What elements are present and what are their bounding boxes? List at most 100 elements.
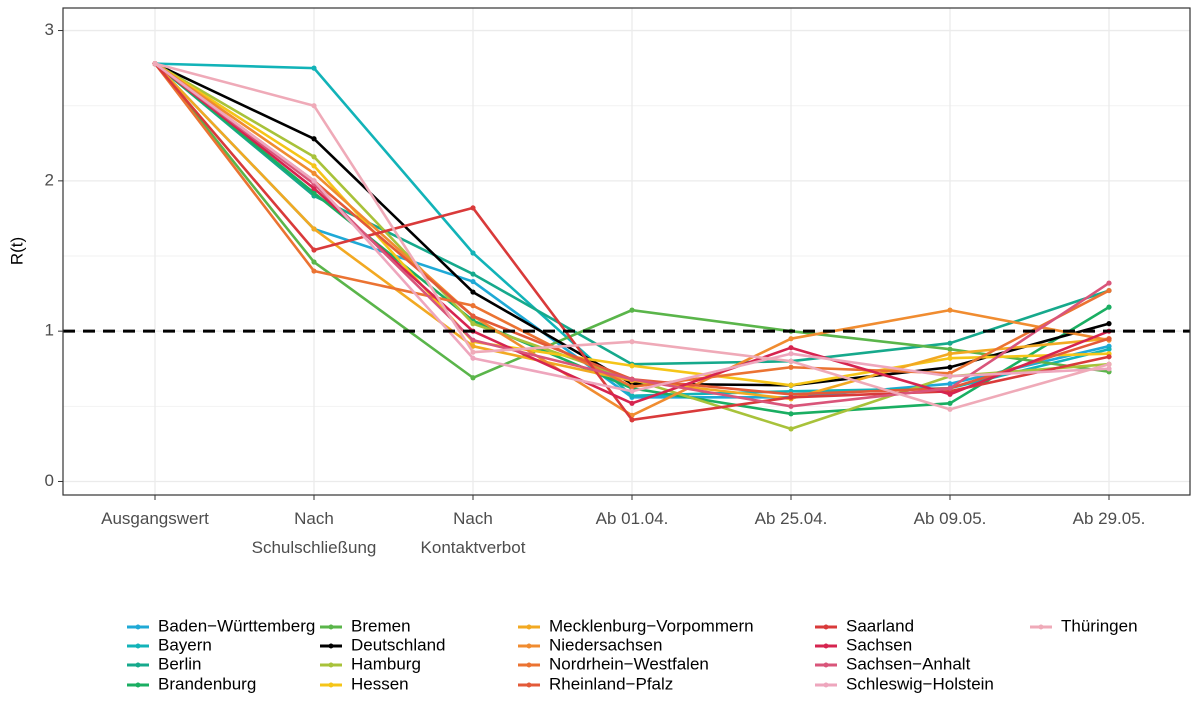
- legend-label: Berlin: [158, 654, 201, 673]
- point: [947, 355, 953, 361]
- point: [1106, 304, 1112, 310]
- x-tick-label-line: Nach: [294, 509, 334, 528]
- point: [470, 355, 476, 361]
- y-tick-label: 3: [45, 20, 54, 39]
- point: [788, 394, 794, 400]
- legend-label: Hamburg: [351, 654, 421, 673]
- point: [947, 364, 953, 370]
- point: [1106, 287, 1112, 294]
- legend-label: Sachsen−Anhalt: [846, 654, 971, 673]
- x-tick-label-line: Kontaktverbot: [421, 538, 526, 557]
- legend-label: Deutschland: [351, 635, 446, 654]
- point: [470, 349, 476, 355]
- point: [629, 393, 635, 399]
- x-tick-label-line: Ausgangswert: [101, 509, 209, 528]
- legend-label: Thüringen: [1061, 616, 1138, 635]
- point: [311, 154, 317, 160]
- panel-border: [62, 7, 1191, 496]
- x-tick-label: Ausgangswert: [101, 509, 209, 528]
- point: [629, 388, 635, 394]
- legend-swatch-dot: [328, 624, 334, 630]
- point: [947, 351, 953, 357]
- point: [470, 321, 476, 327]
- legend-label: Nordrhein−Westfalen: [549, 654, 709, 673]
- x-tick-label-line: Ab 25.04.: [755, 509, 828, 528]
- point: [311, 185, 317, 191]
- point: [629, 376, 635, 382]
- point: [1106, 321, 1112, 327]
- point: [788, 426, 794, 432]
- point: [947, 346, 953, 352]
- x-tick-label-line: Ab 29.05.: [1073, 509, 1146, 528]
- legend-swatch-dot: [328, 682, 334, 688]
- point: [311, 259, 317, 265]
- point: [311, 226, 317, 232]
- point: [311, 190, 317, 196]
- point: [947, 406, 953, 412]
- point: [788, 364, 794, 370]
- point: [470, 313, 476, 319]
- point: [470, 271, 476, 277]
- x-tick-label: Ab 25.04.: [755, 509, 828, 528]
- point: [311, 170, 317, 176]
- x-tick-label-line: Ab 09.05.: [914, 509, 987, 528]
- point: [470, 375, 476, 381]
- legend-label: Hessen: [351, 674, 409, 693]
- point: [947, 373, 953, 379]
- point: [629, 339, 635, 345]
- legend-swatch-dot: [526, 643, 532, 649]
- x-tick-label-line: Schulschließung: [252, 538, 377, 557]
- legend-swatch-dot: [135, 643, 141, 649]
- point: [1106, 346, 1112, 352]
- point: [470, 303, 476, 309]
- point: [629, 363, 635, 369]
- point: [947, 391, 953, 397]
- y-axis-label: R(t): [7, 237, 26, 265]
- point: [470, 205, 476, 211]
- legend-swatch-dot: [823, 662, 829, 668]
- point: [311, 136, 317, 142]
- legend-label: Sachsen: [846, 635, 912, 654]
- point: [788, 351, 794, 357]
- point: [470, 289, 476, 295]
- x-tick-label: Ab 09.05.: [914, 509, 987, 528]
- point: [947, 307, 953, 313]
- point: [629, 400, 635, 406]
- legend-label: Bayern: [158, 635, 212, 654]
- point: [470, 343, 476, 349]
- point: [788, 345, 794, 351]
- x-tick-label: Ab 01.04.: [596, 509, 669, 528]
- x-tick-label: Ab 29.05.: [1073, 509, 1146, 528]
- point: [470, 250, 476, 256]
- y-tick-label: 0: [45, 471, 54, 490]
- y-tick-label: 1: [45, 321, 54, 340]
- point: [1106, 366, 1112, 372]
- legend-swatch-dot: [328, 662, 334, 668]
- point: [629, 384, 635, 390]
- legend-swatch-dot: [823, 624, 829, 630]
- point: [947, 385, 953, 391]
- legend-swatch-dot: [1038, 624, 1044, 630]
- legend-label: Saarland: [846, 616, 914, 635]
- point: [788, 403, 794, 409]
- legend-swatch-dot: [526, 624, 532, 630]
- point: [311, 65, 317, 71]
- legend-label: Niedersachsen: [549, 635, 662, 654]
- legend-label: Brandenburg: [158, 674, 256, 693]
- point: [947, 400, 953, 406]
- point: [1106, 361, 1112, 367]
- point: [947, 381, 953, 387]
- legend-label: Mecklenburg−Vorpommern: [549, 616, 754, 635]
- x-tick-label: Nach Schulschließung: [252, 509, 377, 557]
- legend-label: Rheinland−Pfalz: [549, 674, 673, 693]
- legend-label: Bremen: [351, 616, 411, 635]
- y-tick-label: 2: [45, 170, 54, 189]
- legend-swatch-dot: [135, 624, 141, 630]
- point: [311, 178, 317, 184]
- point: [788, 411, 794, 417]
- point: [788, 382, 794, 388]
- point: [311, 247, 317, 253]
- point: [788, 336, 794, 342]
- point: [152, 61, 158, 67]
- legend-swatch-dot: [823, 643, 829, 649]
